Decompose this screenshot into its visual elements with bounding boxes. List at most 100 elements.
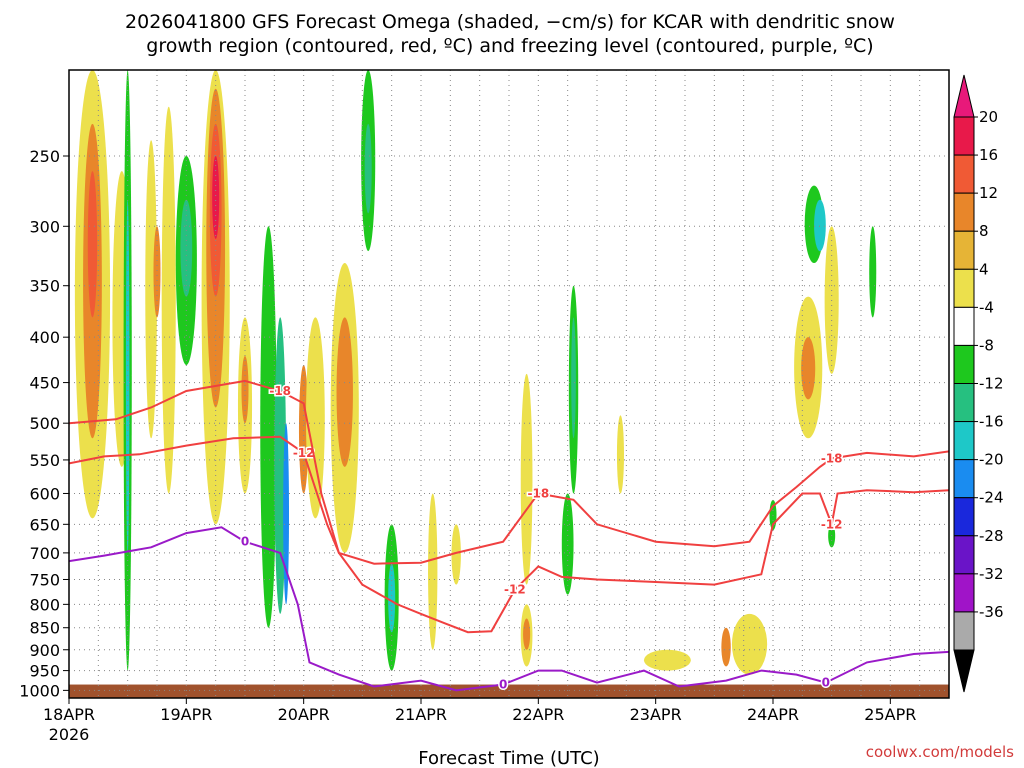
y-tick-label: 550 (29, 451, 60, 470)
y-tick-label: 950 (29, 662, 60, 681)
colorbar-top-triangle (953, 74, 975, 118)
omega-shade-region (643, 649, 691, 671)
colorbar-segment (953, 230, 975, 270)
x-tick-label: 25APR (864, 705, 916, 724)
y-tick-label: 500 (29, 414, 60, 433)
colorbar-segment (953, 344, 975, 384)
contour-label: -12 (504, 583, 526, 597)
contour-label: -18 (821, 452, 843, 466)
omega-shade-region (388, 563, 396, 633)
colorbar-bottom-triangle (953, 649, 975, 693)
contour-label: -12 (821, 517, 843, 531)
chart-title-line-2: growth region (contoured, red, ºC) and f… (146, 35, 873, 57)
x-tick-label: 21APR (395, 705, 447, 724)
y-tick-label: 400 (29, 328, 60, 347)
omega-shade-region (814, 199, 826, 252)
x-year-label: 2026 (49, 725, 90, 744)
omega-shade-region (428, 493, 438, 650)
grid-lines (69, 70, 950, 698)
omega-shade-region (869, 226, 877, 318)
omega-shade-region (523, 618, 531, 650)
omega-shade-region (306, 317, 325, 519)
ground-terrain (69, 684, 949, 698)
colorbar-tick-label: -12 (979, 375, 1004, 393)
omega-shade-region (571, 317, 576, 439)
omega-shade-region (180, 199, 193, 297)
contour-label: 0 (499, 678, 507, 692)
colorbar-segment (953, 192, 975, 232)
colorbar: 20 16 12 8 4 -4 -8 -12 -16 -20 -24 -28 -32 -36 (953, 74, 1004, 693)
y-tick-label: 750 (29, 570, 60, 589)
y-axis: 250 300 350 400 450 500 550 600 650 700 750 800 850 9… (19, 147, 69, 700)
omega-shade-region (364, 123, 372, 214)
colorbar-segment (953, 573, 975, 613)
colorbar-segment (953, 154, 975, 194)
colorbar-segment (953, 306, 975, 346)
omega-shade-region (616, 415, 624, 494)
colorbar-segment (953, 535, 975, 575)
colorbar-segment (953, 268, 975, 308)
omega-shade-region (260, 226, 277, 628)
colorbar-tick-label: -8 (979, 336, 994, 354)
x-axis-title: Forecast Time (UTC) (418, 748, 599, 768)
colorbar-tick-label: -36 (979, 603, 1004, 621)
y-tick-label: 250 (29, 147, 60, 166)
y-tick-label: 300 (29, 217, 60, 236)
omega-shade-region (161, 106, 176, 494)
contour-dendritic_minus18 (69, 379, 949, 565)
colorbar-segment (953, 116, 975, 156)
colorbar-segment (953, 497, 975, 537)
y-tick-label: 800 (29, 595, 60, 614)
omega-shade-region (87, 171, 98, 318)
y-tick-label: 600 (29, 484, 60, 503)
contour-label: -12 (293, 446, 315, 460)
colorbar-tick-label: 8 (979, 222, 989, 240)
colorbar-tick-label: -20 (979, 451, 1004, 469)
omega-shading (74, 70, 877, 675)
omega-shade-region (125, 199, 130, 553)
contour-freezing_level_0 (69, 526, 949, 692)
y-tick-label: 1000 (19, 681, 60, 700)
contour-label: 0 (241, 535, 249, 549)
x-tick-label: 24APR (747, 705, 799, 724)
y-tick-label: 350 (29, 277, 60, 296)
colorbar-tick-label: 16 (979, 146, 998, 164)
y-tick-label: 850 (29, 619, 60, 638)
contour-dendritic_minus12 (69, 435, 949, 634)
x-tick-label: 20APR (278, 705, 330, 724)
x-tick-label: 23APR (630, 705, 682, 724)
colorbar-segment (953, 421, 975, 461)
omega-shade-region (336, 317, 353, 467)
credit-text: coolwx.com/models (866, 743, 1014, 761)
x-tick-label: 22APR (512, 705, 564, 724)
contour-label: 0 (822, 676, 830, 690)
colorbar-tick-label: 20 (979, 108, 998, 126)
omega-shade-region (451, 524, 461, 585)
colorbar-tick-label: -4 (979, 298, 994, 316)
omega-shade-region (145, 140, 157, 439)
plot-frame (68, 69, 950, 699)
omega-shade-region (721, 627, 731, 667)
omega-shade-region (801, 337, 816, 400)
colorbar-tick-label: 4 (979, 260, 989, 278)
omega-shade-region (731, 613, 768, 675)
colorbar-tick-label: -16 (979, 413, 1004, 431)
colorbar-tick-label: -32 (979, 565, 1004, 583)
omega-shade-region (283, 423, 290, 605)
x-axis: 18APR 19APR 20APR 21APR 22APR 23APR 24APR 25APR… (43, 698, 916, 744)
omega-shade-region (520, 373, 533, 585)
omega-shade-region (212, 156, 220, 239)
omega-shade-region (153, 226, 161, 318)
y-tick-label: 900 (29, 641, 60, 660)
colorbar-tick-label: -28 (979, 527, 1004, 545)
colorbar-tick-label: 12 (979, 184, 998, 202)
omega-shade-region (241, 355, 249, 424)
chart-title-line-1: 2026041800 GFS Forecast Omega (shaded, −… (125, 11, 895, 33)
contour-label: -18 (527, 486, 549, 500)
y-tick-label: 650 (29, 515, 60, 534)
omega-shade-region (561, 493, 574, 595)
colorbar-segment (953, 459, 975, 499)
contour-label: -18 (269, 384, 291, 398)
x-tick-label: 18APR (43, 705, 95, 724)
y-tick-label: 700 (29, 544, 60, 563)
